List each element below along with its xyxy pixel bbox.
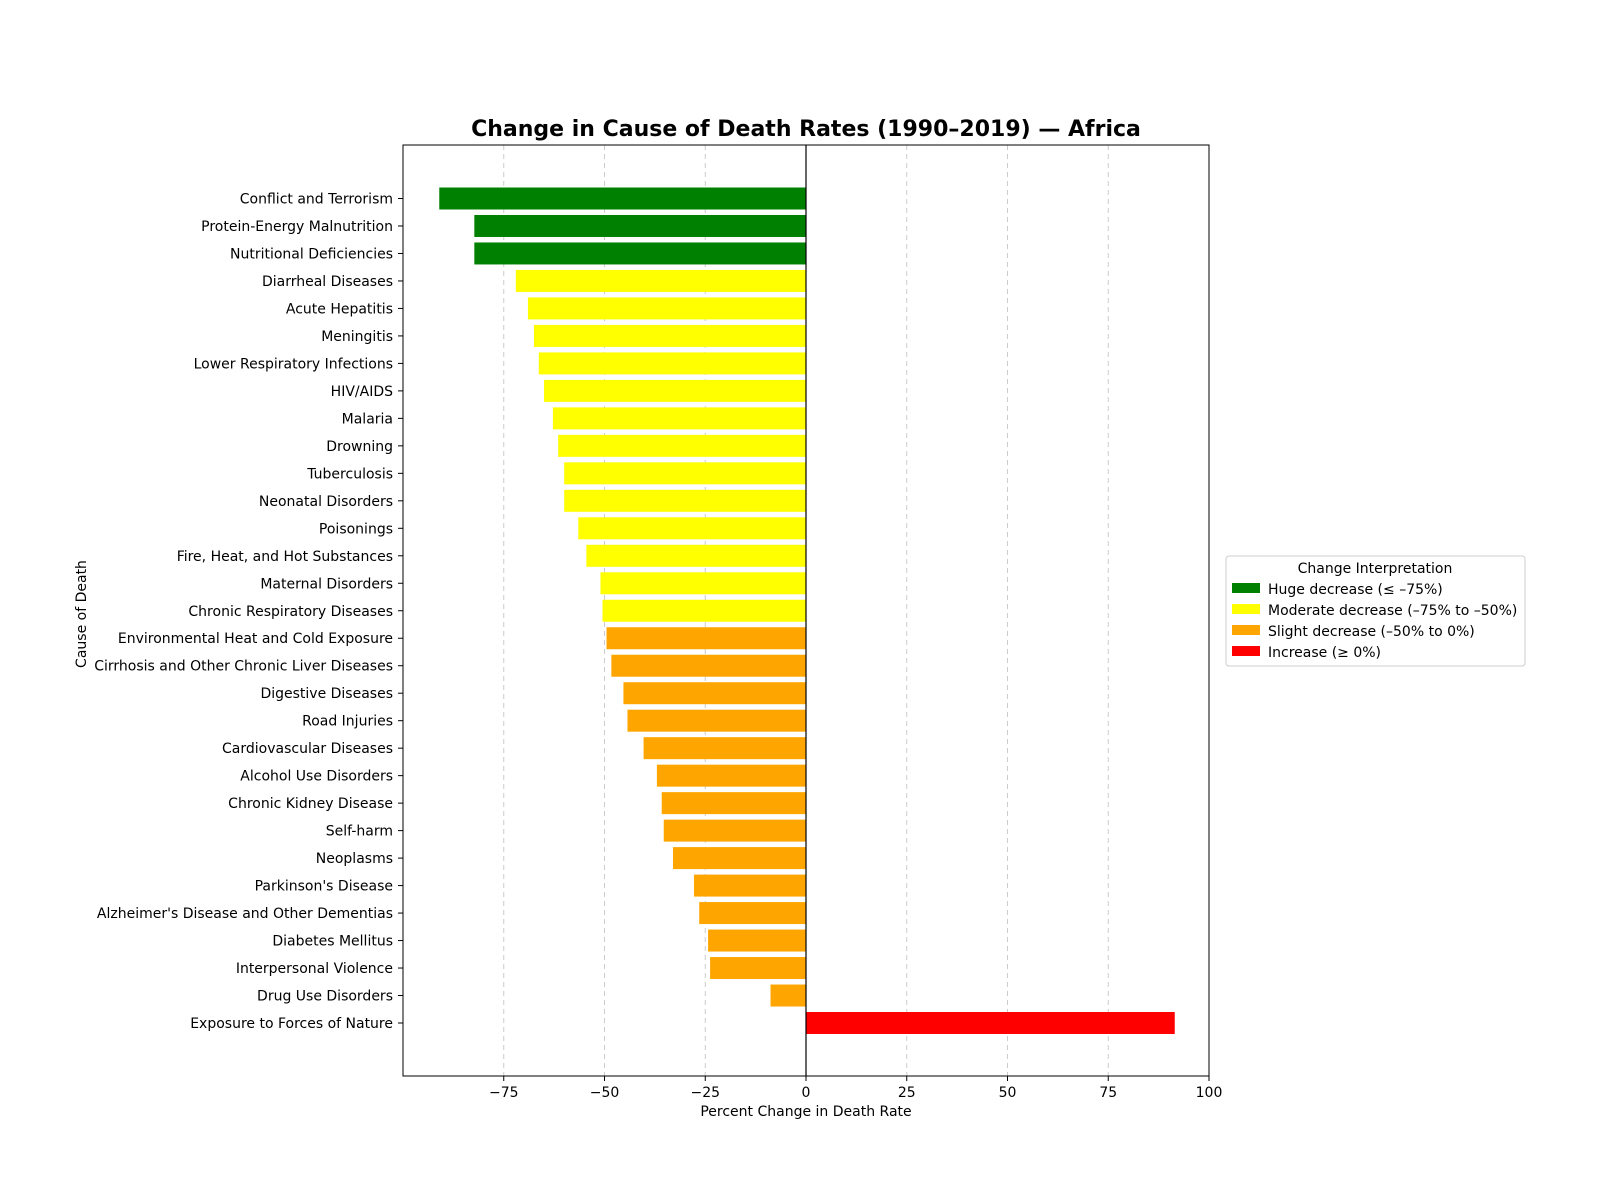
bar — [439, 187, 806, 210]
bar — [693, 874, 806, 897]
category-label: Neoplasms — [316, 851, 393, 867]
bar — [611, 654, 806, 677]
category-label: Acute Hepatitis — [286, 301, 393, 317]
category-label: Chronic Respiratory Diseases — [188, 604, 393, 620]
category-label: Parkinson's Disease — [255, 879, 393, 895]
x-tick-label: 100 — [1196, 1085, 1223, 1101]
bar — [600, 572, 806, 595]
category-label: Alzheimer's Disease and Other Dementias — [97, 906, 393, 922]
category-label: Diarrheal Diseases — [262, 274, 393, 290]
category-label: Digestive Diseases — [260, 686, 393, 702]
x-tick-label: −25 — [690, 1085, 720, 1101]
category-labels: Conflict and Terrorism Protein-Energy Mal… — [94, 192, 403, 1032]
x-tick-label: −50 — [590, 1085, 620, 1101]
bar — [544, 379, 806, 402]
bar — [623, 682, 806, 705]
bar — [474, 214, 806, 237]
x-tick-label: 50 — [999, 1085, 1017, 1101]
x-axis-label: Percent Change in Death Rate — [700, 1104, 911, 1120]
legend-swatch — [1232, 646, 1260, 656]
category-label: Chronic Kidney Disease — [228, 796, 393, 812]
category-label: Drug Use Disorders — [257, 989, 393, 1005]
bar — [527, 297, 806, 320]
bar — [586, 544, 806, 567]
legend-items: Huge decrease (≤ –75%) Moderate decrease … — [1232, 582, 1517, 661]
category-label: Environmental Heat and Cold Exposure — [118, 631, 393, 647]
legend-box — [1225, 555, 1526, 667]
category-label: Meningitis — [321, 329, 393, 345]
bar — [564, 462, 806, 485]
category-label: Cardiovascular Diseases — [222, 741, 393, 757]
y-axis-label: Cause of Death — [74, 560, 90, 668]
legend-swatch — [1232, 604, 1260, 614]
x-tick-label: 25 — [898, 1085, 916, 1101]
category-label: Drowning — [326, 439, 393, 455]
bar — [661, 792, 806, 815]
category-label: Conflict and Terrorism — [240, 192, 393, 208]
bar — [578, 517, 806, 540]
bar — [708, 929, 806, 952]
category-label: Exposure to Forces of Nature — [190, 1016, 393, 1032]
bars — [439, 187, 1175, 1034]
bar — [474, 242, 806, 265]
category-label: Cirrhosis and Other Chronic Liver Diseas… — [94, 659, 393, 675]
category-label: Interpersonal Violence — [236, 961, 393, 977]
category-label: Tuberculosis — [306, 466, 393, 482]
x-ticks: −75 −50 −25 0 25 50 75 100 — [489, 1076, 1222, 1101]
x-tick-label: −75 — [489, 1085, 519, 1101]
bar — [564, 489, 806, 512]
x-tick-label: 75 — [1099, 1085, 1117, 1101]
bar — [663, 819, 806, 842]
bar — [806, 1012, 1175, 1034]
bar — [643, 737, 806, 760]
category-label: Diabetes Mellitus — [272, 934, 393, 950]
bar — [515, 269, 806, 292]
category-label: Malaria — [342, 411, 393, 427]
bar — [558, 434, 806, 457]
bar — [627, 709, 806, 732]
category-label: Protein-Energy Malnutrition — [201, 219, 393, 235]
legend-label: Moderate decrease (–75% to –50%) — [1268, 603, 1517, 619]
bar — [656, 764, 806, 787]
legend-label: Huge decrease (≤ –75%) — [1268, 582, 1443, 598]
bar — [552, 407, 806, 430]
legend-label: Slight decrease (–50% to 0%) — [1268, 624, 1475, 640]
category-label: Maternal Disorders — [260, 576, 393, 592]
legend: Change Interpretation Huge decrease (≤ –… — [1225, 555, 1526, 667]
legend-label: Increase (≥ 0%) — [1268, 645, 1381, 661]
bar — [606, 627, 806, 650]
category-label: Neonatal Disorders — [259, 494, 393, 510]
category-label: Poisonings — [319, 521, 393, 537]
category-label: Fire, Heat, and Hot Substances — [177, 549, 393, 565]
bar — [699, 902, 806, 925]
category-label: Nutritional Deficiencies — [230, 246, 393, 262]
bar — [538, 352, 806, 375]
category-label: Self-harm — [326, 824, 393, 840]
legend-swatch — [1232, 583, 1260, 593]
legend-swatch — [1232, 625, 1260, 635]
category-label: Alcohol Use Disorders — [240, 769, 393, 785]
bar — [533, 324, 806, 347]
chart-title: Change in Cause of Death Rates (1990–201… — [471, 117, 1141, 142]
category-label: Road Injuries — [302, 714, 393, 730]
bar — [602, 599, 806, 622]
bar — [673, 847, 806, 870]
category-label: HIV/AIDS — [331, 384, 393, 400]
legend-title: Change Interpretation — [1298, 561, 1453, 577]
x-tick-label: 0 — [802, 1085, 811, 1101]
category-label: Lower Respiratory Infections — [194, 356, 393, 372]
bar — [710, 957, 806, 980]
bar — [770, 984, 806, 1007]
